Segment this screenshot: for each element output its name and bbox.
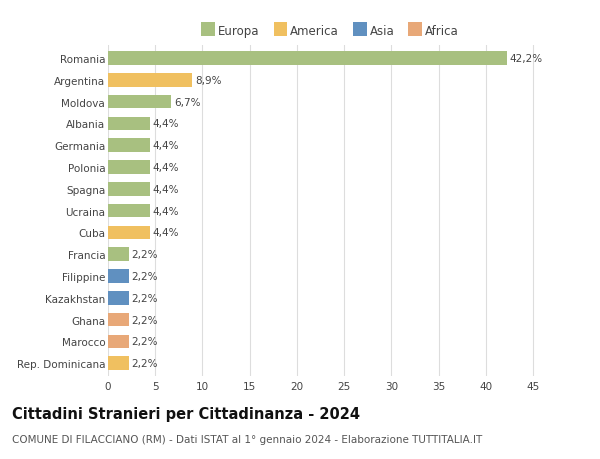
Text: 6,7%: 6,7% [174, 97, 200, 107]
Text: 4,4%: 4,4% [152, 162, 179, 173]
Bar [108, 204, 149, 218]
Bar [108, 357, 129, 370]
Bar [108, 183, 149, 196]
Bar [108, 118, 149, 131]
Text: 42,2%: 42,2% [509, 54, 542, 64]
Bar [108, 313, 129, 327]
Text: 4,4%: 4,4% [152, 228, 179, 238]
Text: 2,2%: 2,2% [131, 358, 158, 368]
Bar [108, 291, 129, 305]
Bar [108, 226, 149, 240]
Text: 2,2%: 2,2% [131, 271, 158, 281]
Legend: Europa, America, Asia, Africa: Europa, America, Asia, Africa [202, 25, 458, 38]
Bar [108, 95, 171, 109]
Text: 2,2%: 2,2% [131, 315, 158, 325]
Text: 4,4%: 4,4% [152, 185, 179, 195]
Text: 4,4%: 4,4% [152, 119, 179, 129]
Bar [108, 248, 129, 261]
Bar [108, 74, 192, 87]
Text: 8,9%: 8,9% [195, 76, 221, 86]
Bar [108, 335, 129, 348]
Bar [108, 52, 506, 66]
Text: 4,4%: 4,4% [152, 141, 179, 151]
Bar [108, 161, 149, 174]
Bar [108, 269, 129, 283]
Bar [108, 139, 149, 153]
Text: 4,4%: 4,4% [152, 206, 179, 216]
Text: 2,2%: 2,2% [131, 250, 158, 260]
Text: 2,2%: 2,2% [131, 336, 158, 347]
Text: COMUNE DI FILACCIANO (RM) - Dati ISTAT al 1° gennaio 2024 - Elaborazione TUTTITA: COMUNE DI FILACCIANO (RM) - Dati ISTAT a… [12, 434, 482, 444]
Text: Cittadini Stranieri per Cittadinanza - 2024: Cittadini Stranieri per Cittadinanza - 2… [12, 406, 360, 421]
Text: 2,2%: 2,2% [131, 293, 158, 303]
